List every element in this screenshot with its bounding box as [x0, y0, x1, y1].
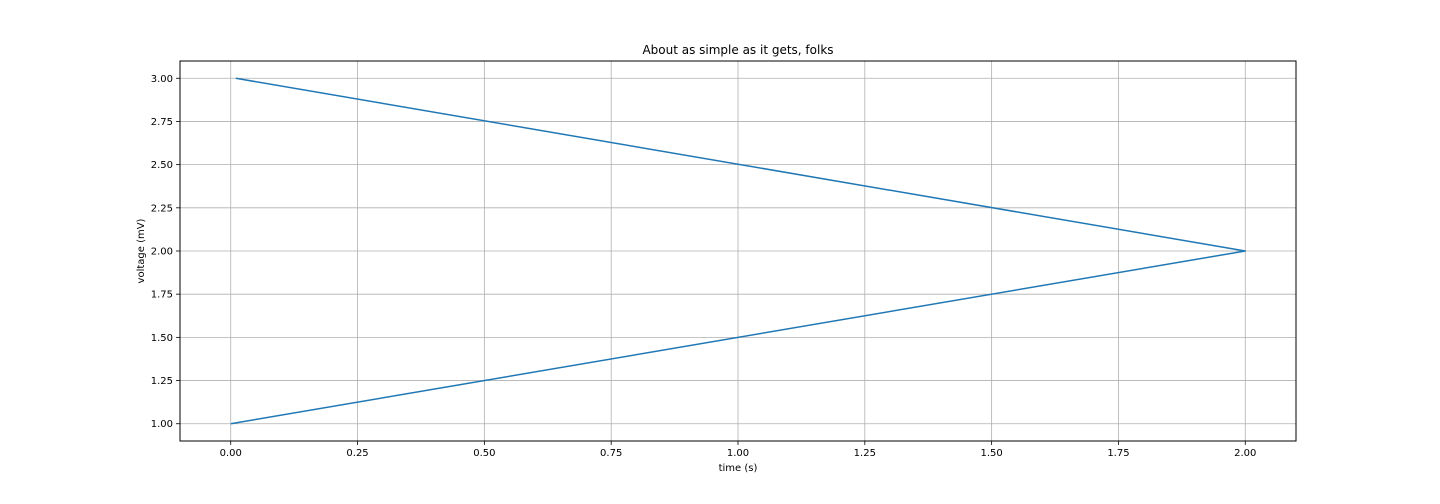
- y-tick-label: 2.75: [151, 117, 173, 128]
- x-tick-label: 1.00: [727, 448, 749, 459]
- axis-ticks: 0.00 0.25 0.50 0.75 1.00 1.25 1.50 1.75 2.00 1.00…: [151, 74, 1257, 459]
- x-axis-label: time (s): [719, 463, 758, 474]
- x-tick-label: 2.00: [1234, 448, 1256, 459]
- y-tick-label: 3.00: [151, 74, 173, 85]
- series-line: [230, 77, 1247, 425]
- x-tick-label: 0.75: [600, 448, 622, 459]
- y-tick-label: 2.25: [151, 203, 173, 214]
- x-tick-label: 0.25: [346, 448, 368, 459]
- y-axis-label: voltage (mV): [136, 218, 147, 283]
- x-tick-label: 1.25: [854, 448, 876, 459]
- y-tick-label: 1.75: [151, 290, 173, 301]
- x-tick-label: 0.00: [220, 448, 242, 459]
- series-layer: [230, 77, 1247, 425]
- x-tick-label: 1.50: [981, 448, 1003, 459]
- y-tick-label: 1.50: [151, 333, 173, 344]
- y-tick-label: 1.00: [151, 419, 173, 430]
- chart-title: About as simple as it gets, folks: [642, 43, 833, 57]
- grid: [180, 61, 1296, 441]
- y-tick-label: 1.25: [151, 376, 173, 387]
- x-tick-label: 1.75: [1107, 448, 1129, 459]
- y-tick-label: 2.50: [151, 160, 173, 171]
- y-tick-label: 2.00: [151, 247, 173, 258]
- x-tick-label: 0.50: [473, 448, 495, 459]
